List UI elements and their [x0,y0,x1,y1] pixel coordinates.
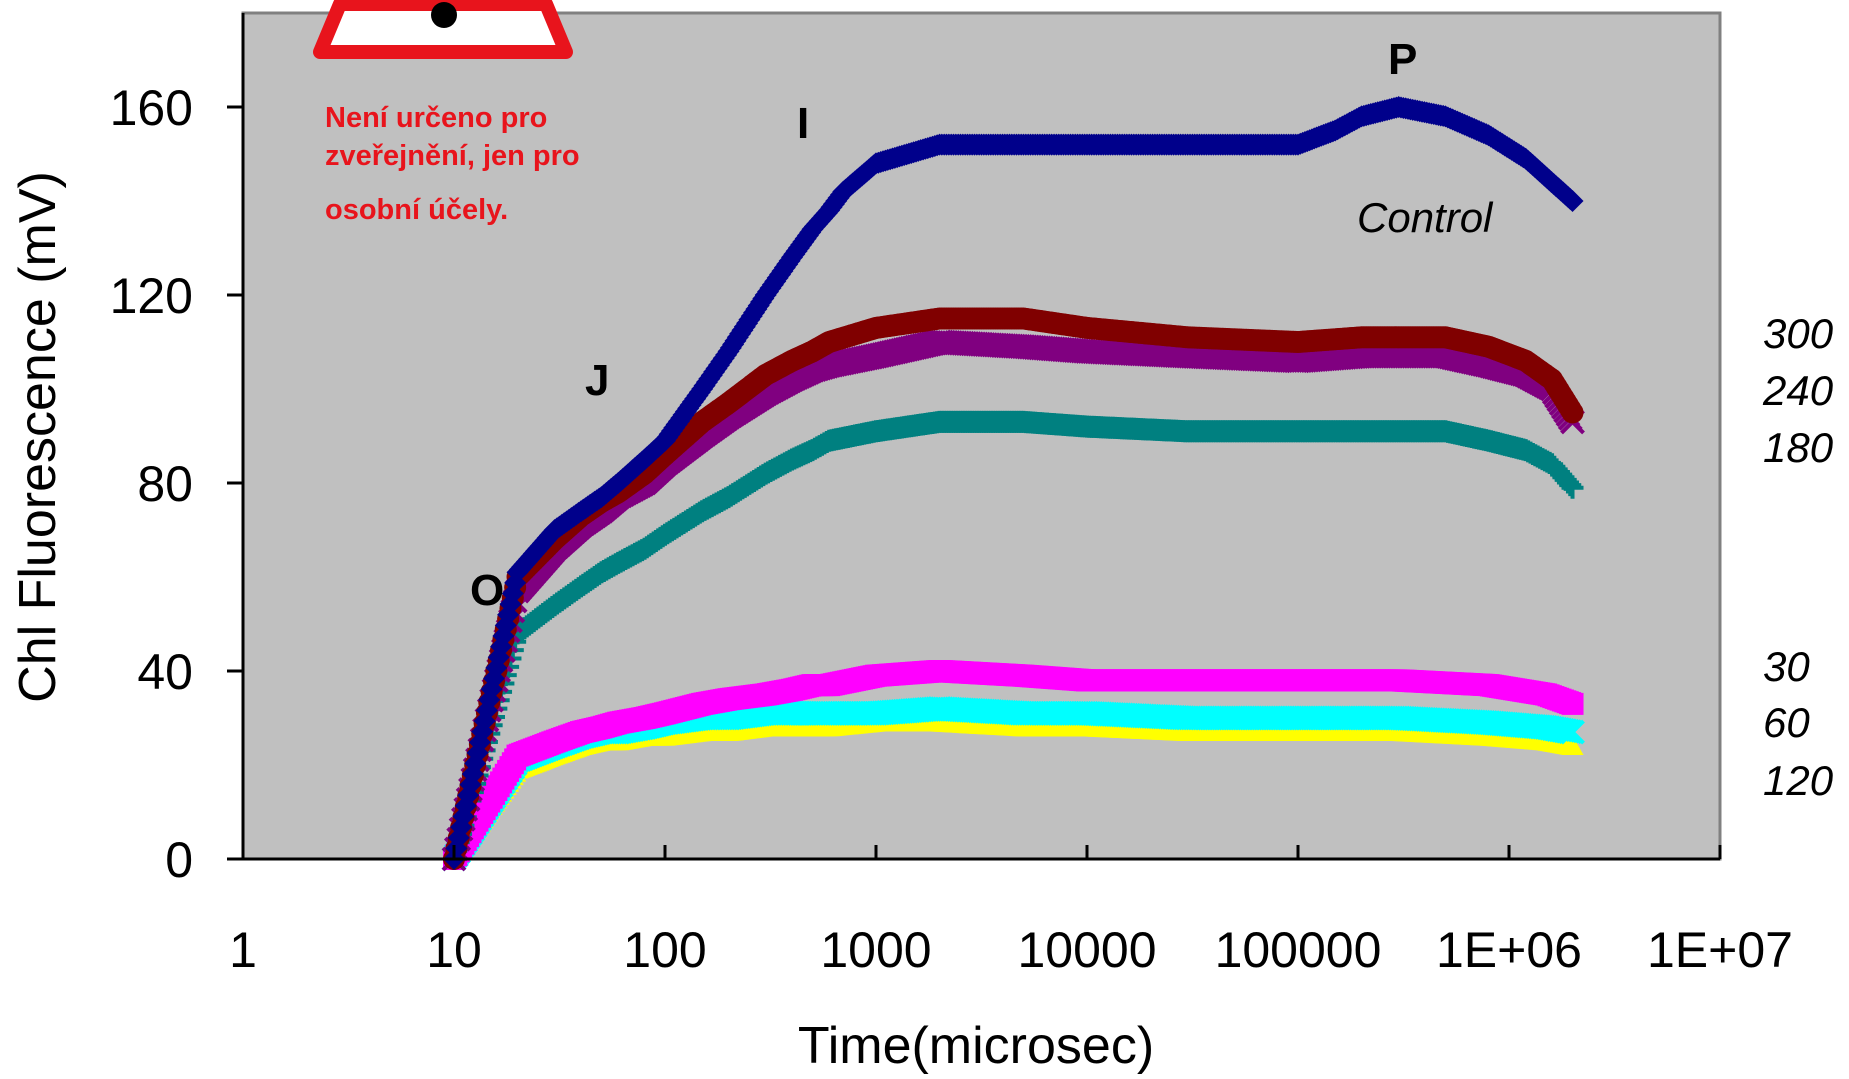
y-tick-label: 120 [110,268,193,324]
data-point [1556,471,1579,494]
data-point [1561,190,1584,212]
data-point [1559,474,1582,497]
x-tick-label: 1000 [820,922,931,978]
x-axis-title: Time(microsec) [798,1017,1154,1075]
series-label-180: 180 [1763,424,1834,471]
warning-triangle-icon [313,0,573,59]
phase-label-o: O [470,566,504,615]
data-point [1561,401,1584,424]
series-label-300: 300 [1763,310,1834,357]
y-tick-label: 160 [110,80,193,136]
watermark: Není určeno pro zveřejnění, jen pro osob… [313,0,580,226]
phase-label-j: J [585,356,609,405]
phase-label-i: I [797,99,809,148]
data-point [1561,735,1584,755]
watermark-line-1: Není určeno pro [325,102,547,134]
x-tick-label: 100000 [1215,922,1382,978]
series-label-control: Control [1357,194,1494,241]
series-label-30: 30 [1763,643,1810,690]
x-tick-label: 100 [623,922,706,978]
x-tick-label: 10 [426,922,482,978]
y-axis-title: Chl Fluorescence (mV) [9,171,67,703]
y-tick-label: 40 [137,644,193,700]
data-point [494,614,517,637]
series-label-60: 60 [1763,699,1810,746]
series-control [443,96,1584,870]
data-point [1561,692,1584,715]
y-tick-label: 80 [137,456,193,512]
watermark-line-3: osobní účely. [325,194,508,226]
series-layer [441,96,1585,872]
data-point [1560,719,1585,745]
watermark-line-2: zveřejnění, jen pro [325,140,580,172]
series-180 [443,410,1584,870]
axes-layer: 1 10 100 1000 10000 100000 1E+06 1E+07 0 40 80 120 1… [110,13,1793,978]
phase-label-p: P [1388,35,1417,84]
y-tick-label: 0 [165,832,193,888]
x-tick-label: 1E+07 [1647,922,1793,978]
series-label-240: 240 [1762,367,1834,414]
annotations: O J I P Control 300 240 180 30 60 120 [470,35,1834,804]
x-tick-label: 1 [229,922,257,978]
data-point [1561,476,1584,499]
series-label-120: 120 [1763,757,1834,804]
x-tick-label: 10000 [1017,922,1156,978]
x-tick-label: 1E+06 [1436,922,1582,978]
